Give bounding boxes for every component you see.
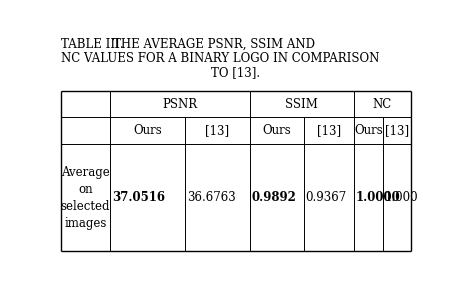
Text: NC: NC xyxy=(372,98,391,110)
Text: TABLE III.: TABLE III. xyxy=(61,38,124,51)
Text: TO [13].: TO [13]. xyxy=(211,66,260,79)
Text: Ours: Ours xyxy=(262,124,291,138)
Text: THE AVERAGE PSNR, SSIM AND: THE AVERAGE PSNR, SSIM AND xyxy=(113,38,314,51)
Text: SSIM: SSIM xyxy=(285,98,317,110)
Text: Ours: Ours xyxy=(353,124,382,138)
Text: 0.9367: 0.9367 xyxy=(305,191,346,204)
Text: Ours: Ours xyxy=(133,124,162,138)
Text: Average
on
selected
images: Average on selected images xyxy=(61,166,110,230)
Text: NC VALUES FOR A BINARY LOGO IN COMPARISON: NC VALUES FOR A BINARY LOGO IN COMPARISO… xyxy=(61,52,379,65)
Text: 1.0000: 1.0000 xyxy=(354,191,399,204)
Text: [13]: [13] xyxy=(316,124,340,138)
Text: 36.6763: 36.6763 xyxy=(186,191,235,204)
Text: [13]: [13] xyxy=(205,124,229,138)
Text: PSNR: PSNR xyxy=(162,98,197,110)
Text: 37.0516: 37.0516 xyxy=(112,191,165,204)
Text: 0.9892: 0.9892 xyxy=(251,191,296,204)
Text: [13]: [13] xyxy=(384,124,408,138)
Text: 1.000: 1.000 xyxy=(384,191,417,204)
